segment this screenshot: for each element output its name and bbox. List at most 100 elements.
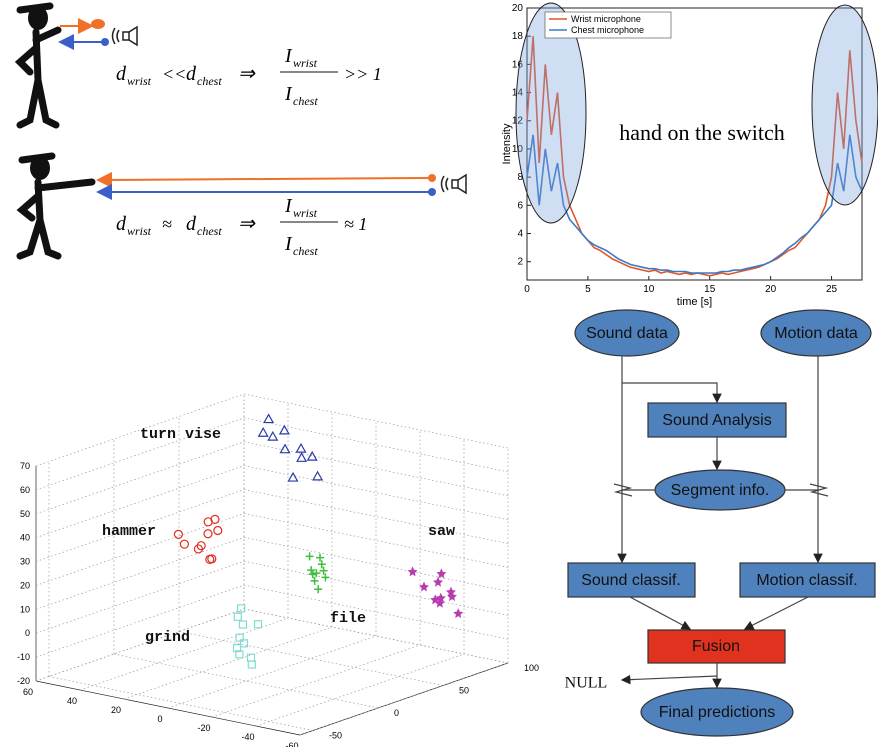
formula-part: I xyxy=(284,83,293,105)
grid-line xyxy=(179,632,443,686)
formula-part: wrist xyxy=(293,56,318,70)
cluster-label: file xyxy=(330,610,366,627)
formula-part: wrist xyxy=(127,224,152,238)
formula-part: chest xyxy=(293,244,318,258)
formula-part: wrist xyxy=(293,206,318,220)
node-label: Motion data xyxy=(774,325,858,342)
legend-label: Wrist microphone xyxy=(571,14,641,24)
z-tick-label: -10 xyxy=(17,652,30,662)
grid-line xyxy=(256,654,464,726)
y-tick-label: 4 xyxy=(517,228,523,239)
point xyxy=(180,540,188,548)
null-label: NULL xyxy=(565,675,608,692)
wrist-mic xyxy=(91,19,105,29)
connector xyxy=(630,597,690,629)
grid-line xyxy=(168,636,376,708)
formula-part: wrist xyxy=(127,74,152,88)
point xyxy=(306,552,314,560)
node-label: Sound classif. xyxy=(581,572,681,589)
x-tick-label: 25 xyxy=(826,284,838,295)
node-label: Fusion xyxy=(692,638,740,655)
legend-label: Chest microphone xyxy=(571,25,644,35)
connector xyxy=(622,356,717,402)
x-tick-label: 10 xyxy=(643,284,655,295)
y-tick-label: -50 xyxy=(329,731,342,741)
point xyxy=(320,567,328,575)
formula-part: chest xyxy=(293,94,318,108)
point xyxy=(234,613,241,620)
figure: dwrist<<dchest⇒IwristIchest>> 1dwrist≈dc… xyxy=(0,0,878,747)
node-label: Sound data xyxy=(586,325,668,342)
point xyxy=(174,530,182,538)
point xyxy=(248,661,255,668)
cluster-label: saw xyxy=(428,523,455,540)
formula-part: ⇒ xyxy=(238,213,256,235)
x-tick-label: 20 xyxy=(765,284,777,295)
speaker-icon xyxy=(113,27,138,45)
point xyxy=(408,566,418,576)
point xyxy=(255,621,262,628)
z-tick-label: -20 xyxy=(17,676,30,686)
stick-figure xyxy=(20,156,92,256)
point xyxy=(314,585,322,593)
stick-figure xyxy=(20,6,58,125)
node-label: Motion classif. xyxy=(756,572,857,589)
formula-part: d xyxy=(186,63,197,85)
point xyxy=(419,582,429,592)
formula-part: << xyxy=(162,64,186,84)
formula-part: chest xyxy=(197,224,222,238)
grid-line xyxy=(36,609,244,681)
flowchart xyxy=(568,310,875,736)
point xyxy=(321,573,329,581)
x-tick-label: -60 xyxy=(285,741,298,747)
y-axis-label: Intensity xyxy=(501,123,513,164)
point xyxy=(297,444,306,452)
z-tick-label: 50 xyxy=(20,509,30,519)
point xyxy=(268,432,277,440)
point xyxy=(240,621,247,628)
formula-part: I xyxy=(284,195,293,217)
z-tick-label: 10 xyxy=(20,604,30,614)
x-tick-label: 5 xyxy=(585,284,591,295)
x-tick-label: 20 xyxy=(111,705,121,715)
point xyxy=(211,515,219,523)
node-label: Sound Analysis xyxy=(662,412,771,429)
point xyxy=(248,654,255,661)
connector xyxy=(745,597,808,629)
point xyxy=(433,577,443,587)
z-tick-label: 40 xyxy=(20,533,30,543)
z-tick-label: 30 xyxy=(20,557,30,567)
point xyxy=(313,472,322,480)
y-tick-label: 0 xyxy=(394,708,399,718)
y-tick-label: 100 xyxy=(524,663,539,673)
point xyxy=(297,453,306,461)
x-axis-label: time [s] xyxy=(677,296,712,308)
cluster-label: turn vise xyxy=(140,426,221,443)
dot xyxy=(428,188,436,196)
point xyxy=(316,554,324,562)
highlight xyxy=(812,5,878,205)
grid-line xyxy=(49,677,313,731)
grid-line xyxy=(36,537,244,609)
point xyxy=(318,560,326,568)
x-tick-label: 60 xyxy=(23,687,33,697)
dot xyxy=(101,38,109,46)
x-tick-label: 15 xyxy=(704,284,716,295)
cluster-label: hammer xyxy=(102,523,156,540)
formula-part: >> 1 xyxy=(344,64,382,84)
formula-part: ⇒ xyxy=(238,63,256,85)
point xyxy=(289,473,298,481)
annotation: hand on the switch xyxy=(619,120,785,145)
z-tick-label: 70 xyxy=(20,461,30,471)
x-tick-label: 0 xyxy=(524,284,530,295)
x-tick-label: 0 xyxy=(157,714,162,724)
y-tick-label: 18 xyxy=(512,31,524,42)
point xyxy=(309,570,317,578)
z-tick-label: 0 xyxy=(25,628,30,638)
y-tick-label: 2 xyxy=(517,257,523,268)
formula-part: d xyxy=(116,213,127,235)
point xyxy=(453,608,463,618)
formula-part: ≈ 1 xyxy=(344,214,367,234)
formula-part: I xyxy=(284,233,293,255)
grid-line xyxy=(114,654,378,708)
